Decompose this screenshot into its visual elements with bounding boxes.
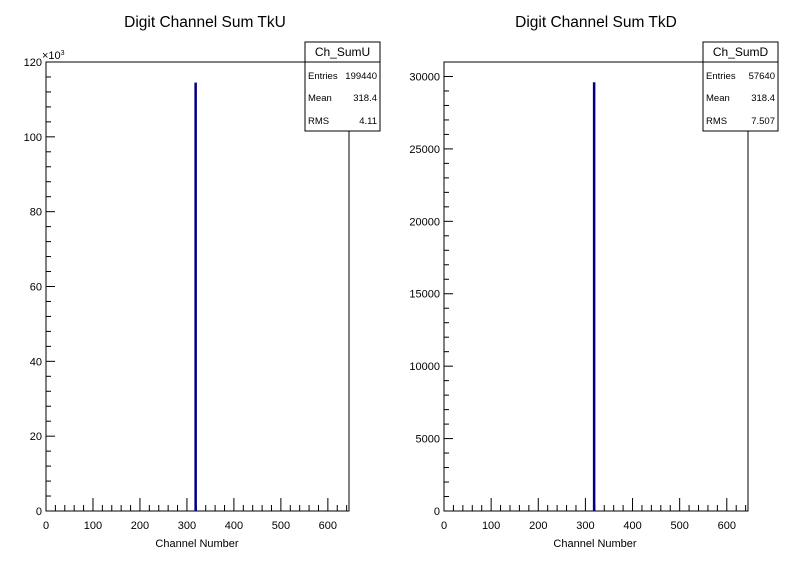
stats-value-entries: 57640 <box>749 71 775 82</box>
x-tick-label: 100 <box>84 520 102 532</box>
axis-ticks: 0 100 200 300 400 500 600 0 20 40 60 80 100 120 <box>24 57 348 532</box>
x-tick-label: 200 <box>529 520 547 532</box>
histogram-bin <box>592 82 596 512</box>
x-tick-label: 400 <box>225 520 243 532</box>
x-tick-label: 100 <box>482 520 500 532</box>
x-tick-label: 300 <box>576 520 594 532</box>
x-tick-label: 500 <box>670 520 688 532</box>
stats-label-rms: RMS <box>308 116 329 127</box>
x-tick-label: 0 <box>43 520 49 532</box>
stats-box-name: Ch_SumU <box>315 45 370 59</box>
x-tick-label: 200 <box>131 520 149 532</box>
x-tick-label: 400 <box>623 520 641 532</box>
y-tick-label: 25000 <box>409 144 440 156</box>
x-axis-label: Channel Number <box>155 538 238 550</box>
stats-label-entries: Entries <box>706 71 736 82</box>
plot-frame <box>45 61 350 512</box>
stats-box: Ch_SumD Entries 57640 Mean 318.4 RMS 7.5… <box>702 41 779 132</box>
y-tick-label: 80 <box>30 207 42 219</box>
stats-label-mean: Mean <box>308 93 332 104</box>
y-tick-label: 120 <box>24 57 42 69</box>
y-tick-label: 100 <box>24 132 42 144</box>
x-axis-label: Channel Number <box>553 538 636 550</box>
x-tick-label: 500 <box>272 520 290 532</box>
histogram-bins <box>592 82 596 512</box>
axis-ticks: 0 100 200 300 400 500 600 0 5000 10000 15000 20000 2… <box>409 61 747 532</box>
stats-label-entries: Entries <box>308 71 338 82</box>
y-tick-label: 15000 <box>409 289 440 301</box>
y-tick-label: 0 <box>36 506 42 518</box>
y-tick-label: 5000 <box>416 434 440 446</box>
stats-value-rms: 4.11 <box>359 116 377 127</box>
stats-box-name: Ch_SumD <box>713 45 769 59</box>
plot-frame <box>443 61 749 512</box>
x-tick-label: 0 <box>441 520 447 532</box>
y-tick-label: 60 <box>30 282 42 294</box>
stats-box: Ch_SumU Entries 199440 Mean 318.4 RMS 4.… <box>304 41 381 132</box>
stats-value-rms: 7.507 <box>751 116 775 127</box>
chart-title: Digit Channel Sum TkU <box>124 14 286 31</box>
x-tick-label: 300 <box>178 520 196 532</box>
stats-label-mean: Mean <box>706 93 730 104</box>
stats-value-entries: 199440 <box>345 71 377 82</box>
histogram-bin <box>194 82 197 512</box>
x-tick-label: 600 <box>718 520 736 532</box>
y-tick-label: 0 <box>434 506 440 518</box>
histogram-bins <box>194 82 197 512</box>
chart-title: Digit Channel Sum TkD <box>515 14 677 31</box>
y-tick-label: 30000 <box>409 71 440 83</box>
y-axis-exponent: ×103 <box>42 50 65 62</box>
stats-label-rms: RMS <box>706 116 727 127</box>
stats-value-mean: 318.4 <box>751 93 775 104</box>
y-tick-label: 20000 <box>409 216 440 228</box>
y-tick-label: 20 <box>30 431 42 443</box>
stats-value-mean: 318.4 <box>353 93 377 104</box>
y-tick-label: 40 <box>30 356 42 368</box>
x-tick-label: 600 <box>319 520 337 532</box>
panel-ch-sum-u: Digit Channel Sum TkU 0 100 200 300 400 500 60… <box>24 14 381 550</box>
y-tick-label: 10000 <box>409 361 440 373</box>
panel-ch-sum-d: Digit Channel Sum TkD 0 100 200 300 400 500 60… <box>409 14 779 550</box>
